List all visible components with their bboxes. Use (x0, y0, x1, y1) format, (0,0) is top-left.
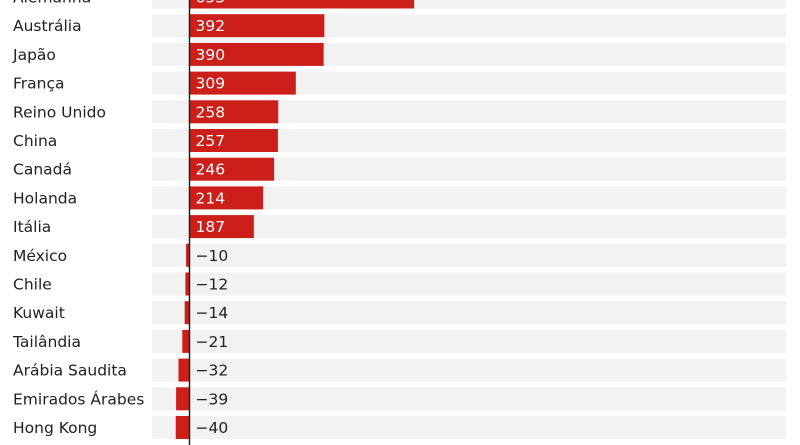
value-label: 257 (196, 132, 226, 150)
value-label: −21 (196, 333, 229, 351)
category-label: China (13, 132, 57, 150)
bar (189, 215, 254, 239)
bar (189, 186, 264, 210)
bar (189, 129, 278, 152)
category-label: Holanda (13, 189, 77, 207)
row-background (152, 387, 786, 411)
bar (189, 14, 325, 38)
row-background (152, 301, 786, 325)
value-labels: 653 392 390 309 258 257 246 214 187 −10 −12 −14 −21 −… (196, 0, 229, 437)
value-label: 392 (196, 17, 226, 35)
category-label: Arábia Saudita (13, 362, 127, 380)
bar (185, 272, 190, 296)
bar (175, 416, 190, 439)
row-background (152, 157, 786, 181)
bar (184, 301, 190, 325)
category-label: Chile (13, 276, 52, 294)
bar (189, 71, 296, 95)
bars (175, 0, 415, 439)
value-label: 214 (196, 189, 226, 207)
row-background (152, 272, 786, 296)
value-label: −39 (196, 390, 229, 408)
row-background (152, 186, 786, 210)
value-label: −14 (196, 304, 229, 322)
row-background (152, 215, 786, 239)
value-label: 246 (196, 161, 226, 179)
row-background (152, 358, 786, 382)
bar (189, 100, 279, 124)
value-label: −40 (196, 419, 229, 437)
category-label: Kuwait (13, 304, 65, 322)
category-label: Austrália (13, 17, 82, 35)
row-background (152, 416, 786, 439)
category-label: México (13, 247, 67, 265)
category-label: Itália (13, 218, 51, 236)
row-background (152, 100, 786, 124)
category-label: Emirados Árabes (13, 389, 144, 408)
row-background (152, 0, 786, 9)
category-label: Alemanha (13, 0, 91, 7)
category-label: Tailândia (12, 333, 81, 351)
category-label: França (13, 75, 65, 93)
row-background (152, 129, 786, 152)
bar (189, 0, 415, 9)
value-label: 309 (196, 75, 226, 93)
category-label: Hong Kong (13, 419, 97, 437)
value-label: −12 (196, 276, 229, 294)
value-label: 258 (196, 103, 226, 121)
row-background (152, 243, 786, 267)
value-label: 653 (196, 0, 226, 7)
category-label: Reino Unido (13, 103, 106, 121)
bar (182, 329, 190, 353)
row-background (152, 329, 786, 353)
row-backgrounds (152, 0, 786, 439)
row-background (152, 71, 786, 95)
bar (176, 387, 190, 411)
value-label: −10 (196, 247, 229, 265)
bar (186, 243, 190, 267)
bar (189, 157, 275, 181)
category-label: Japão (12, 46, 56, 64)
bar (178, 358, 190, 382)
category-label: Canadá (13, 161, 72, 179)
bar (189, 42, 324, 66)
value-label: 390 (196, 46, 226, 64)
category-labels: Alemanha Austrália Japão França Reino Unido C… (12, 0, 144, 437)
value-label: 187 (196, 218, 226, 236)
value-label: −32 (196, 362, 229, 380)
